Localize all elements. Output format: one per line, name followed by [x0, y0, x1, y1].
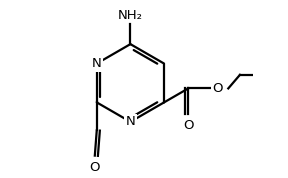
Text: O: O — [183, 119, 194, 132]
Text: NH₂: NH₂ — [118, 9, 143, 22]
Text: O: O — [90, 161, 100, 174]
Text: N: N — [92, 57, 102, 70]
Text: N: N — [126, 115, 135, 128]
Text: O: O — [212, 82, 223, 95]
